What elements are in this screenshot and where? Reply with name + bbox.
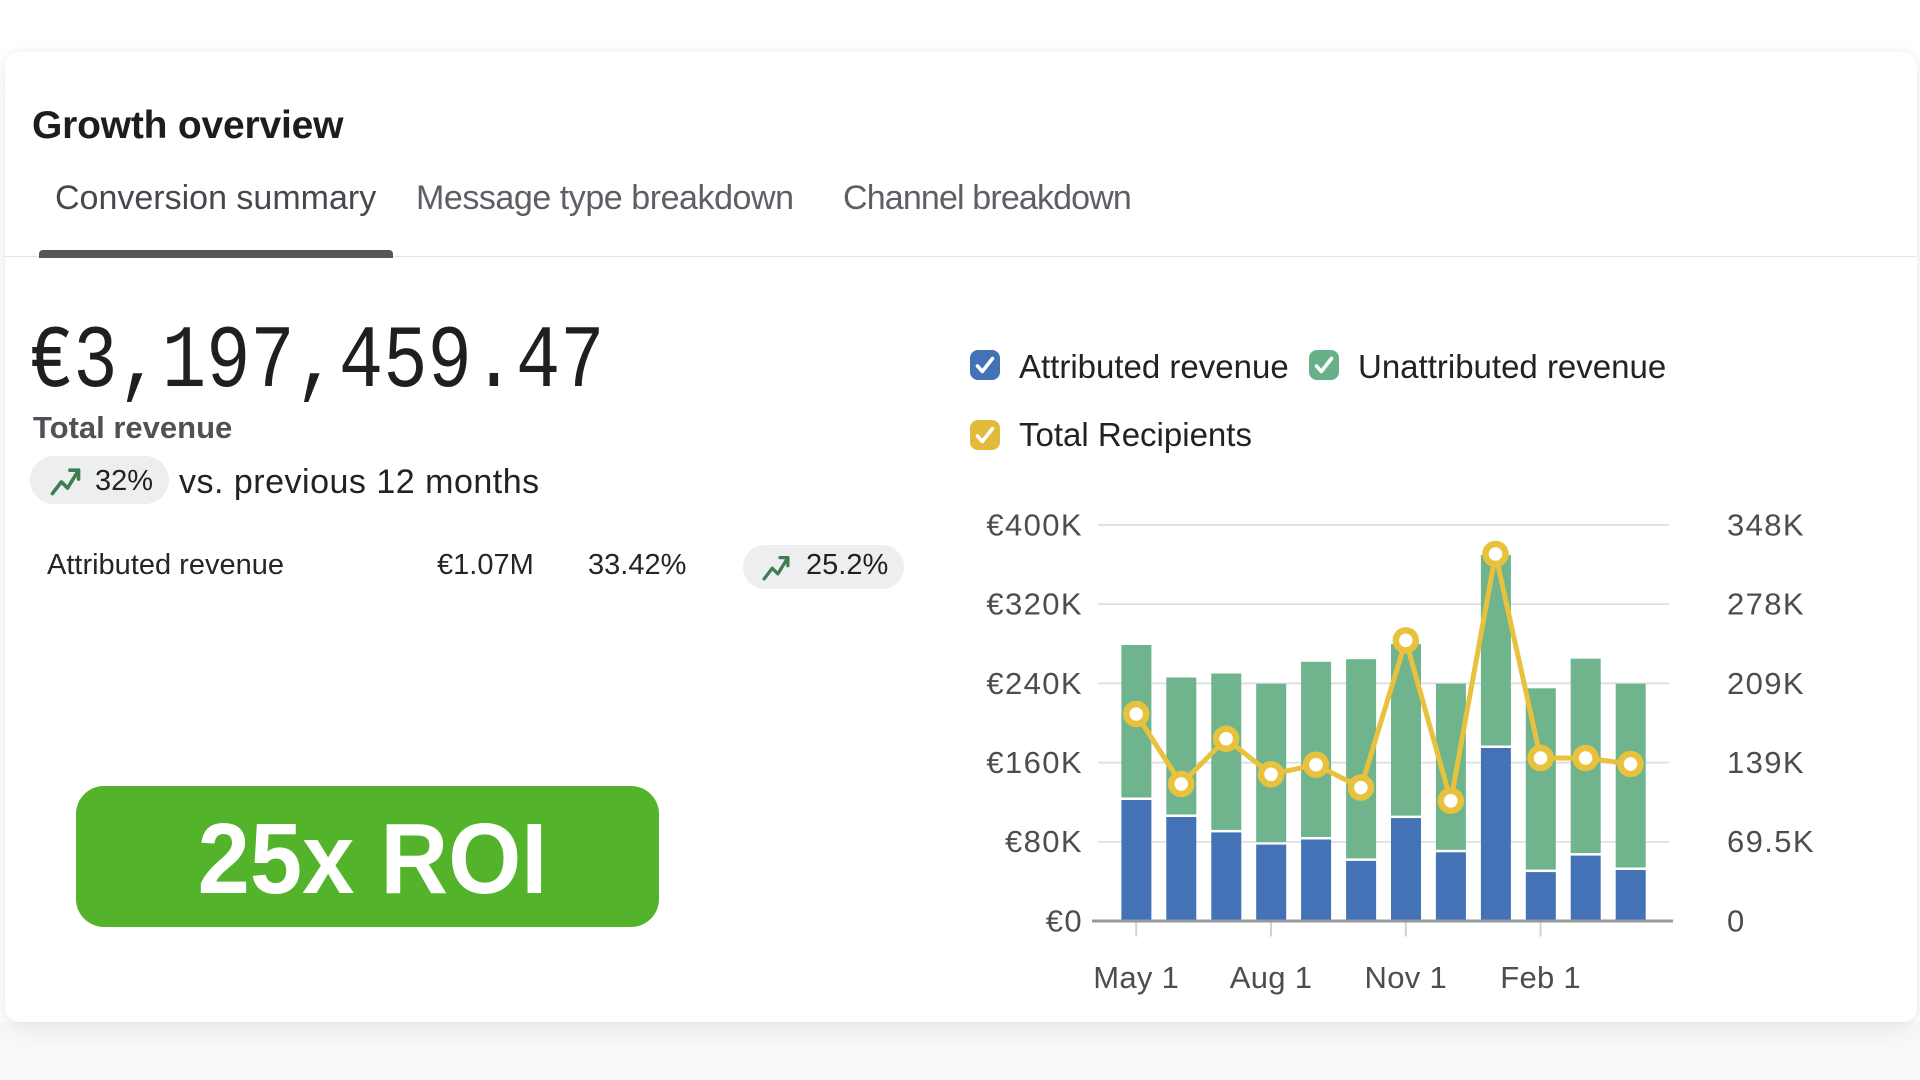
svg-text:€0: €0 bbox=[1046, 903, 1083, 938]
svg-text:69.5K: 69.5K bbox=[1727, 824, 1815, 859]
svg-text:Feb 1: Feb 1 bbox=[1500, 960, 1581, 995]
svg-text:€400K: €400K bbox=[986, 507, 1083, 542]
svg-text:€80K: €80K bbox=[1005, 824, 1083, 859]
svg-text:278K: 278K bbox=[1727, 587, 1805, 622]
svg-text:€160K: €160K bbox=[986, 745, 1083, 780]
svg-text:209K: 209K bbox=[1727, 666, 1805, 701]
svg-text:May 1: May 1 bbox=[1093, 960, 1179, 995]
svg-text:Nov 1: Nov 1 bbox=[1365, 960, 1447, 995]
svg-text:Aug 1: Aug 1 bbox=[1230, 960, 1313, 995]
svg-text:0: 0 bbox=[1727, 903, 1746, 938]
svg-text:348K: 348K bbox=[1727, 507, 1805, 542]
svg-text:€320K: €320K bbox=[986, 587, 1083, 622]
svg-text:139K: 139K bbox=[1727, 745, 1805, 780]
svg-text:€240K: €240K bbox=[986, 666, 1083, 701]
